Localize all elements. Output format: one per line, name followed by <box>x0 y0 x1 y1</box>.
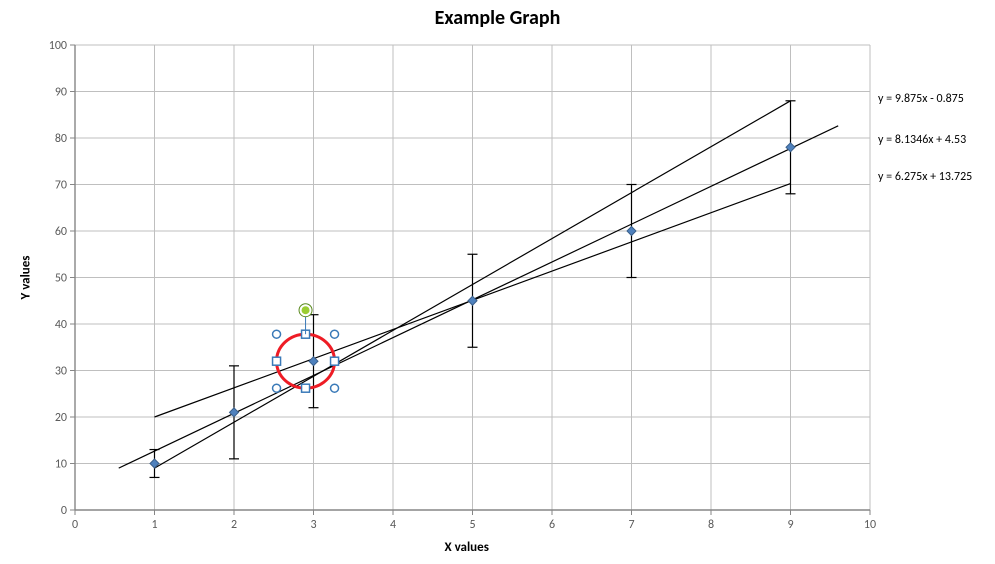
ytick-label: 10 <box>55 458 67 472</box>
resize-handle-se[interactable] <box>331 384 339 392</box>
ytick-label: 0 <box>61 504 67 518</box>
rotation-handle-inner[interactable] <box>302 306 310 314</box>
data-marker <box>230 408 239 417</box>
xtick-label: 4 <box>390 518 396 532</box>
xtick-label: 8 <box>708 518 714 532</box>
resize-handle-sw[interactable] <box>273 384 281 392</box>
resize-handle-e[interactable] <box>331 357 339 365</box>
chart-svg: 0123456789100102030405060708090100 <box>0 0 995 564</box>
xtick-label: 10 <box>864 518 876 532</box>
resize-handle-w[interactable] <box>273 357 281 365</box>
trendline-equation-0: y = 9.875x - 0.875 <box>878 92 964 106</box>
ytick-label: 60 <box>55 225 67 239</box>
ytick-label: 50 <box>55 272 67 286</box>
ytick-label: 40 <box>55 318 67 332</box>
trendline-equation-2: y = 6.275x + 13.725 <box>878 170 972 184</box>
xtick-label: 3 <box>310 518 316 532</box>
ytick-label: 20 <box>55 411 67 425</box>
ytick-label: 100 <box>49 39 67 53</box>
ytick-label: 80 <box>55 132 67 146</box>
trendline-equation-1: y = 8.1346x + 4.53 <box>878 133 966 147</box>
resize-handle-ne[interactable] <box>331 330 339 338</box>
xtick-label: 6 <box>549 518 555 532</box>
ytick-label: 30 <box>55 365 67 379</box>
resize-handle-s[interactable] <box>302 384 310 392</box>
xtick-label: 0 <box>72 518 78 532</box>
ytick-label: 70 <box>55 179 67 193</box>
xtick-label: 9 <box>787 518 793 532</box>
xtick-label: 2 <box>231 518 237 532</box>
xtick-label: 5 <box>469 518 475 532</box>
xtick-label: 1 <box>151 518 157 532</box>
ytick-label: 90 <box>55 86 67 100</box>
data-marker <box>468 296 477 305</box>
xtick-label: 7 <box>628 518 634 532</box>
resize-handle-nw[interactable] <box>273 330 281 338</box>
data-marker <box>627 227 636 236</box>
